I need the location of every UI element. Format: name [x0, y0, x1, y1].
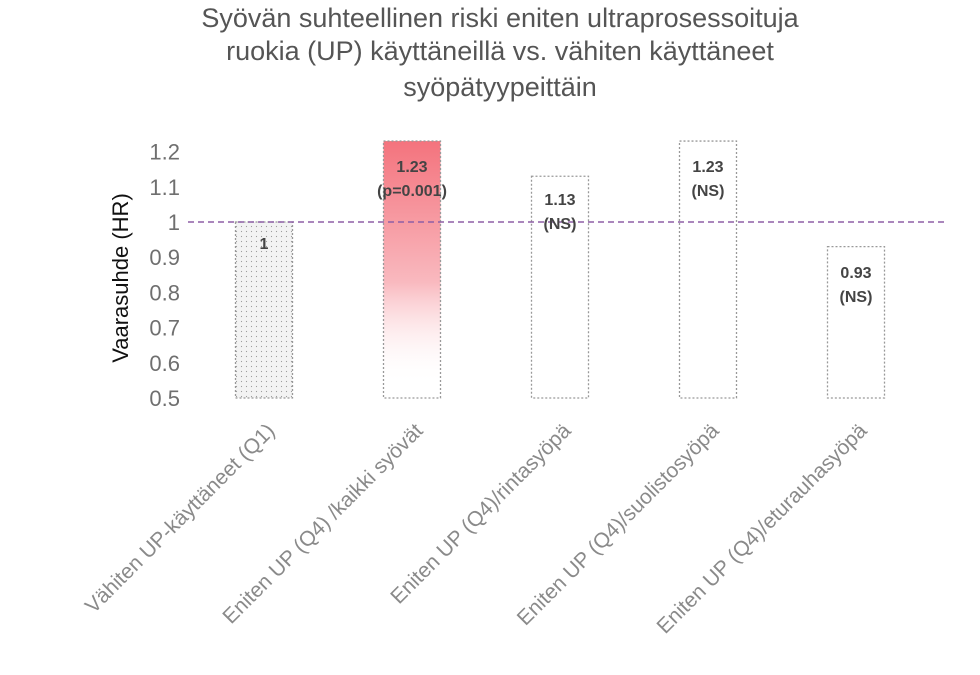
y-tick-label: 0.7: [149, 316, 180, 341]
data-label: (NS): [840, 289, 873, 306]
y-tick-label: 1: [168, 210, 180, 235]
bar: [382, 140, 442, 399]
y-axis-label: Vaarasuhde (HR): [108, 193, 133, 363]
y-axis-ticks: 0.5 0.6 0.7 0.8 0.9 1 1.1 1.2: [149, 140, 180, 411]
data-label: (NS): [692, 183, 725, 200]
y-tick-label: 0.5: [149, 386, 180, 411]
bar: [678, 140, 738, 399]
data-labels: 1 1.23 (p=0.001) 1.13 (NS) 1.23 (NS) 0.93 (NS): [260, 159, 873, 306]
chart-title-line-2: ruokia (UP) käyttäneillä vs. vähiten käy…: [226, 36, 774, 66]
bars: [234, 140, 886, 399]
bar: [826, 245, 886, 399]
data-label: (p=0.001): [377, 183, 447, 200]
data-label: 1.13: [544, 192, 575, 209]
bar: [234, 221, 294, 399]
y-tick-label: 1.1: [149, 175, 180, 200]
data-label: (NS): [544, 216, 577, 233]
y-tick-label: 1.2: [149, 140, 180, 165]
data-label: 1: [260, 236, 269, 253]
y-tick-label: 0.8: [149, 280, 180, 305]
chart-title-line-1: Syövän suhteellinen riski eniten ultrapr…: [201, 3, 799, 33]
y-tick-label: 0.6: [149, 351, 180, 376]
chart-title-line-3: syöpätyypeittäin: [403, 72, 597, 102]
x-axis-categories: Vähiten UP-käyttäneet (Q1)Eniten UP (Q4)…: [81, 419, 872, 638]
chart-title: Syövän suhteellinen riski eniten ultrapr…: [201, 3, 799, 102]
data-label: 1.23: [692, 159, 723, 176]
data-label: 1.23: [396, 159, 427, 176]
y-tick-label: 0.9: [149, 245, 180, 270]
bar: [530, 175, 590, 399]
data-label: 0.93: [840, 265, 871, 282]
